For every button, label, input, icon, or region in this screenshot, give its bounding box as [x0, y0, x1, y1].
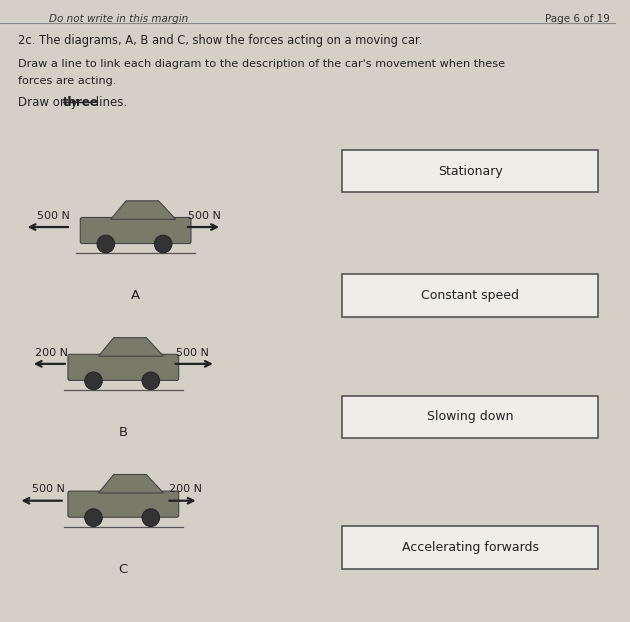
Text: Draw only: Draw only — [18, 96, 82, 109]
Text: 2c. The diagrams, A, B and C, show the forces acting on a moving car.: 2c. The diagrams, A, B and C, show the f… — [18, 34, 423, 47]
Text: Stationary: Stationary — [438, 165, 503, 177]
Text: 200 N: 200 N — [35, 348, 68, 358]
Circle shape — [97, 235, 115, 253]
FancyBboxPatch shape — [342, 526, 598, 569]
Text: A: A — [131, 289, 140, 302]
FancyBboxPatch shape — [68, 355, 179, 381]
Text: Do not write in this margin: Do not write in this margin — [49, 14, 188, 24]
Text: three: three — [63, 96, 99, 109]
Text: forces are acting.: forces are acting. — [18, 76, 117, 86]
FancyBboxPatch shape — [68, 491, 179, 518]
Circle shape — [84, 372, 102, 390]
FancyBboxPatch shape — [342, 150, 598, 192]
FancyBboxPatch shape — [342, 396, 598, 438]
Text: C: C — [118, 563, 128, 576]
Circle shape — [142, 372, 159, 390]
FancyBboxPatch shape — [342, 274, 598, 317]
Text: Slowing down: Slowing down — [427, 411, 513, 423]
Text: lines.: lines. — [93, 96, 128, 109]
Polygon shape — [98, 338, 163, 356]
Text: Draw a line to link each diagram to the description of the car's movement when t: Draw a line to link each diagram to the … — [18, 59, 506, 69]
Text: Accelerating forwards: Accelerating forwards — [401, 541, 539, 554]
Circle shape — [154, 235, 172, 253]
Text: B: B — [118, 426, 128, 439]
Polygon shape — [111, 201, 176, 220]
Text: Page 6 of 19: Page 6 of 19 — [546, 14, 610, 24]
Text: 500 N: 500 N — [188, 211, 221, 221]
Text: 500 N: 500 N — [32, 485, 65, 494]
Text: Constant speed: Constant speed — [421, 289, 519, 302]
Circle shape — [142, 509, 159, 527]
Text: 500 N: 500 N — [37, 211, 71, 221]
Text: 200 N: 200 N — [169, 485, 202, 494]
FancyBboxPatch shape — [80, 218, 191, 244]
Polygon shape — [98, 475, 163, 493]
Circle shape — [84, 509, 102, 527]
Text: 500 N: 500 N — [176, 348, 209, 358]
